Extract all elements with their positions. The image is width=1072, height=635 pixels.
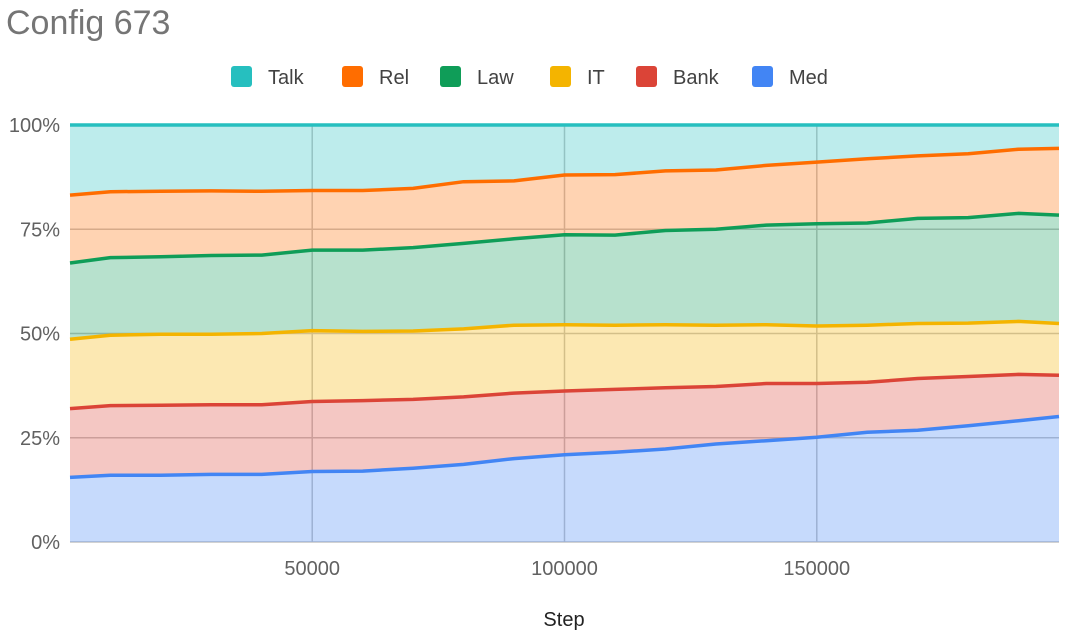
x-axis-ticks: 50000 100000 150000 (284, 558, 850, 580)
x-tick-label: 100000 (531, 558, 598, 580)
x-axis-title: Step (543, 609, 584, 631)
line-rel (69, 146, 1060, 197)
area-bank (70, 374, 1059, 478)
area-it (70, 321, 1059, 409)
area-rel (70, 148, 1059, 263)
x-tick-label: 50000 (284, 558, 340, 580)
y-tick-label: 75% (20, 219, 60, 241)
line-med (69, 414, 1060, 480)
area-talk (70, 125, 1059, 196)
legend-swatch-med (752, 66, 773, 87)
legend-label-bank: Bank (673, 67, 720, 89)
series-lines (69, 123, 1060, 480)
legend-swatch-talk (231, 66, 252, 87)
legend-swatch-bank (636, 66, 657, 87)
line-it (69, 319, 1060, 342)
y-tick-label: 50% (20, 324, 60, 346)
x-tick-label: 150000 (783, 558, 850, 580)
area-law (70, 213, 1059, 340)
legend-label-law: Law (477, 67, 514, 89)
legend-swatch-rel (342, 66, 363, 87)
legend-swatch-law (440, 66, 461, 87)
legend-label-med: Med (789, 67, 828, 89)
line-bank (69, 372, 1060, 411)
chart-title: Config 673 (6, 4, 171, 42)
y-axis-ticks: 0% 25% 50% 75% 100% (9, 115, 60, 554)
legend-label-rel: Rel (379, 67, 409, 89)
area-layers (70, 125, 1059, 542)
legend: Talk Rel Law IT Bank Med (231, 66, 828, 89)
y-tick-label: 100% (9, 115, 60, 137)
legend-label-it: IT (587, 67, 605, 89)
legend-swatch-it (550, 66, 571, 87)
legend-label-talk: Talk (268, 67, 305, 89)
line-law (69, 211, 1060, 265)
area-med (70, 416, 1059, 542)
y-tick-label: 25% (20, 428, 60, 450)
y-tick-label: 0% (31, 532, 60, 554)
